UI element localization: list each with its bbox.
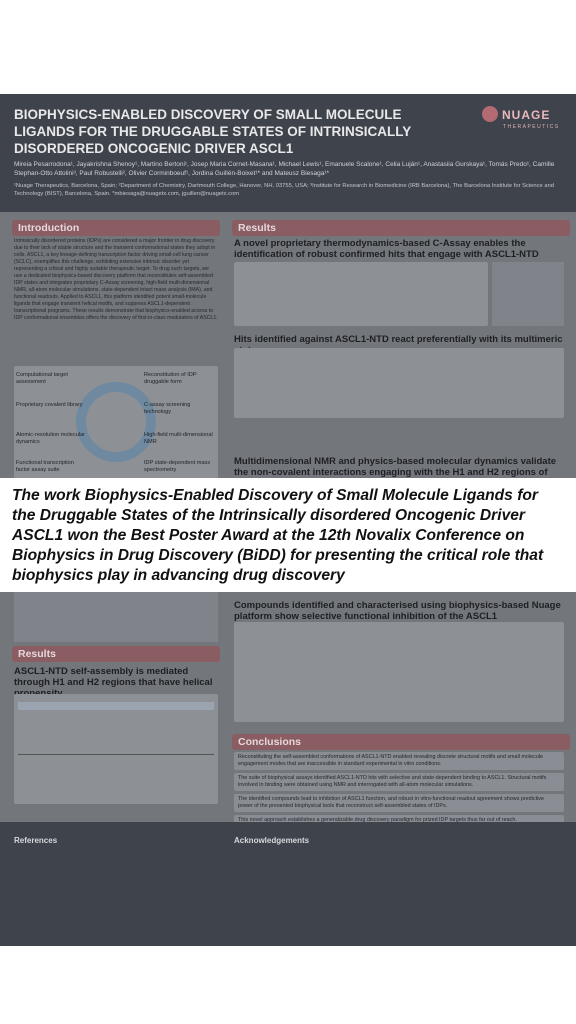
shift-plot xyxy=(14,694,218,804)
section-heading: ASCL1-NTD self-assembly is mediated thro… xyxy=(14,666,213,699)
intro-text: Intrinsically disordered proteins (IDPs)… xyxy=(14,238,218,321)
platform-label: Computational target assessment xyxy=(16,372,68,385)
platform-figure: Computational target assessment Reconstit… xyxy=(14,366,218,486)
platform-label: C-assay screening technology xyxy=(144,402,191,415)
platform-label: Reconstitution of IDP druggable form xyxy=(144,372,197,385)
logo-sub: THERAPEUTICS xyxy=(503,124,560,130)
logo: NUAGE xyxy=(502,108,551,122)
poster-header xyxy=(0,94,576,212)
conclusion-item: The suite of biophysical assays identifi… xyxy=(234,773,564,791)
poster-footer xyxy=(0,822,576,946)
affiliations: ¹Nuage Therapeutics, Barcelona, Spain; ²… xyxy=(14,183,555,197)
conclusion-item: This novel approach establishes a genera… xyxy=(234,815,564,826)
section-title: Results xyxy=(232,220,570,236)
award-banner: The work Biophysics-Enabled Discovery of… xyxy=(0,478,576,592)
figure-1 xyxy=(234,262,488,326)
platform-label: Functional transcription factor assay su… xyxy=(16,460,74,473)
section-title: Introduction xyxy=(12,220,220,236)
section-title: Conclusions xyxy=(232,734,570,750)
baseline xyxy=(18,754,214,755)
platform-label: High-field multi-dimensional NMR xyxy=(144,432,213,445)
conclusion-item: The identified compounds lead to inhibit… xyxy=(234,794,564,812)
conclusions-list: Reconstituting the self-assembled confor… xyxy=(234,752,564,829)
platform-label: IDP state-dependent mass spectrometry xyxy=(144,460,211,473)
figure-4 xyxy=(234,622,564,722)
poster-title: BIOPHYSICS-ENABLED DISCOVERY OF SMALL MO… xyxy=(14,107,412,156)
platform-label: Atomic-resolution molecular dynamics xyxy=(16,432,86,445)
references-title: References xyxy=(14,836,58,845)
section-heading: A novel proprietary thermodynamics-based… xyxy=(234,238,539,260)
authors: Mireia Pesarrodona¹, Jayakrishna Shenoy¹… xyxy=(14,161,555,177)
section-title: Results xyxy=(12,646,220,662)
platform-ring xyxy=(76,382,156,462)
banner-text: The work Biophysics-Enabled Discovery of… xyxy=(12,487,544,584)
logo-mark xyxy=(482,106,498,122)
platform-label: Proprietary covalent library xyxy=(16,402,83,408)
conclusion-item: Reconstituting the self-assembled confor… xyxy=(234,752,564,770)
domain-bar xyxy=(18,702,214,710)
acknowledgements-title: Acknowledgements xyxy=(234,836,310,845)
figure-1-caption xyxy=(492,262,564,326)
figure-2 xyxy=(234,348,564,418)
